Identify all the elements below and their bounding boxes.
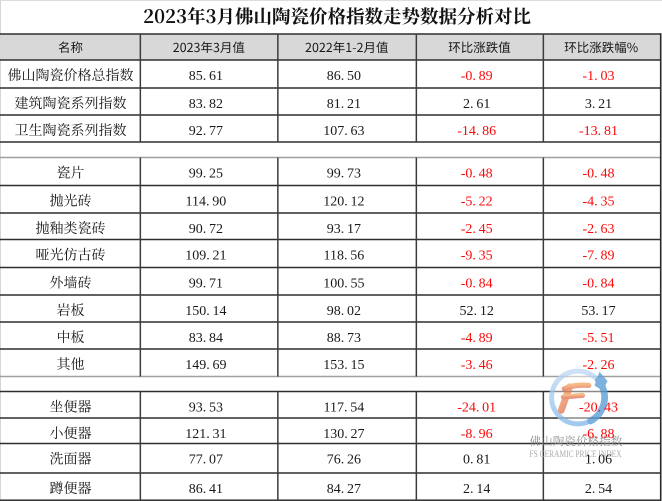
svg-text:-13. 81: -13. 81 — [579, 124, 618, 139]
svg-text:92. 77: 92. 77 — [189, 124, 223, 139]
svg-text:98. 02: 98. 02 — [327, 304, 361, 319]
svg-text:-0. 84: -0. 84 — [461, 277, 493, 292]
svg-text:109. 21: 109. 21 — [185, 249, 226, 264]
svg-text:FS CERAMIC PRICE INDEX: FS CERAMIC PRICE INDEX — [530, 449, 622, 459]
svg-text:3. 21: 3. 21 — [585, 97, 612, 112]
svg-text:99. 25: 99. 25 — [189, 167, 223, 182]
svg-text:77. 07: 77. 07 — [189, 453, 223, 468]
svg-text:130. 27: 130. 27 — [323, 427, 364, 442]
svg-text:53. 17: 53. 17 — [581, 304, 615, 319]
svg-text:93. 17: 93. 17 — [327, 222, 361, 237]
svg-text:88. 73: 88. 73 — [327, 331, 361, 346]
svg-text:-5. 51: -5. 51 — [583, 331, 615, 346]
svg-text:83. 82: 83. 82 — [189, 97, 223, 112]
svg-text:2. 61: 2. 61 — [463, 97, 490, 112]
svg-text:117. 54: 117. 54 — [324, 401, 365, 416]
svg-text:100. 55: 100. 55 — [323, 277, 364, 292]
svg-text:-4. 89: -4. 89 — [461, 331, 493, 346]
svg-text:-0. 84: -0. 84 — [583, 277, 615, 292]
svg-text:83. 84: 83. 84 — [189, 331, 223, 346]
svg-text:150. 14: 150. 14 — [185, 304, 226, 319]
svg-text:-6. 88: -6. 88 — [583, 427, 615, 442]
svg-text:-3. 46: -3. 46 — [461, 358, 493, 373]
svg-text:90. 72: 90. 72 — [189, 222, 223, 237]
svg-text:-8. 96: -8. 96 — [461, 427, 493, 442]
svg-text:86. 50: 86. 50 — [327, 69, 361, 84]
svg-text:-2. 45: -2. 45 — [461, 222, 493, 237]
svg-text:-4. 35: -4. 35 — [583, 195, 615, 210]
svg-text:-7. 89: -7. 89 — [583, 249, 615, 264]
svg-text:114. 90: 114. 90 — [186, 195, 227, 210]
svg-text:2. 14: 2. 14 — [463, 482, 490, 497]
svg-text:107. 63: 107. 63 — [323, 124, 364, 139]
svg-text:-1. 03: -1. 03 — [583, 69, 615, 84]
svg-text:2. 54: 2. 54 — [585, 482, 612, 497]
svg-text:0. 81: 0. 81 — [463, 453, 490, 468]
svg-text:120. 12: 120. 12 — [323, 195, 364, 210]
svg-text:81. 21: 81. 21 — [327, 97, 361, 112]
svg-text:-24. 01: -24. 01 — [457, 401, 496, 416]
svg-text:84. 27: 84. 27 — [327, 482, 361, 497]
svg-text:93. 53: 93. 53 — [189, 401, 223, 416]
svg-text:-2. 26: -2. 26 — [583, 358, 615, 373]
svg-text:121. 31: 121. 31 — [185, 427, 226, 442]
svg-text:149. 69: 149. 69 — [185, 358, 226, 373]
svg-text:86. 41: 86. 41 — [189, 482, 223, 497]
svg-text:99. 73: 99. 73 — [327, 167, 361, 182]
svg-text:85. 61: 85. 61 — [189, 69, 223, 84]
svg-text:-9. 35: -9. 35 — [461, 249, 493, 264]
svg-text:-14. 86: -14. 86 — [457, 124, 496, 139]
svg-text:118. 56: 118. 56 — [324, 249, 365, 264]
svg-text:-0. 48: -0. 48 — [583, 167, 615, 182]
svg-text:153. 15: 153. 15 — [323, 358, 364, 373]
svg-text:99. 71: 99. 71 — [189, 277, 223, 292]
svg-text:-2. 63: -2. 63 — [583, 222, 615, 237]
svg-text:1. 06: 1. 06 — [585, 453, 612, 468]
svg-text:-0. 89: -0. 89 — [461, 69, 493, 84]
svg-text:-20. 43: -20. 43 — [579, 401, 618, 416]
svg-text:-0. 48: -0. 48 — [461, 167, 493, 182]
svg-text:76. 26: 76. 26 — [327, 453, 361, 468]
svg-text:52. 12: 52. 12 — [460, 304, 494, 319]
svg-text:-5. 22: -5. 22 — [461, 195, 493, 210]
